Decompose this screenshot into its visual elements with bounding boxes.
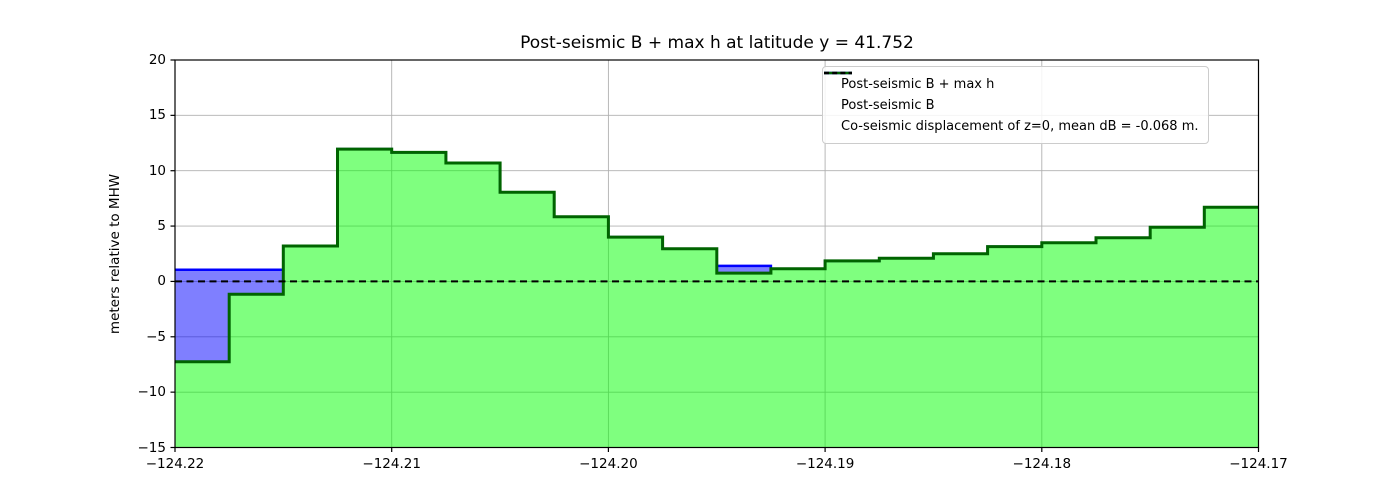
legend-entry: Post-seismic B — [824, 71, 1199, 116]
axes-spines — [174, 59, 1260, 449]
chart-title: Post-seismic B + max h at latitude y = 4… — [520, 33, 914, 53]
series-b-fill — [175, 149, 1259, 448]
legend-entry-label: Post-seismic B + max h — [841, 77, 995, 92]
y-tick-label: 20 — [148, 52, 166, 68]
series-b-line — [175, 147, 1259, 364]
x-tick-label: −124.20 — [579, 455, 638, 472]
legend-entry-label: Post-seismic B — [841, 98, 935, 113]
series-b-plus-maxh-fill — [716, 265, 771, 274]
legend: Post-seismic B + max h Post-seismic B Co-s… — [822, 66, 1209, 144]
y-axis-label: meters relative to MHW — [107, 173, 123, 335]
y-tick-label: 10 — [148, 162, 166, 179]
legend-entry-label: Co-seismic displacement of z=0, mean dB … — [841, 119, 1199, 134]
x-tick-label: −124.22 — [145, 455, 205, 472]
y-tick-label: 0 — [157, 273, 166, 290]
legend-entry: Post-seismic B + max h — [824, 71, 1199, 95]
y-tick-label: −5 — [146, 328, 166, 345]
x-tick-label: −124.19 — [795, 455, 855, 472]
y-tick-label: −10 — [137, 384, 167, 401]
x-tick-label: −124.21 — [362, 455, 421, 472]
legend-dashed-line-sample — [824, 71, 852, 75]
legend-entry: Co-seismic displacement of z=0, mean dB … — [824, 71, 1199, 137]
y-tick-label: 5 — [157, 218, 166, 235]
y-tick-label: −15 — [137, 439, 167, 456]
x-tick-label: −124.17 — [1229, 455, 1288, 472]
x-tick-label: −124.18 — [1012, 455, 1072, 472]
y-tick-label: 15 — [148, 107, 166, 124]
